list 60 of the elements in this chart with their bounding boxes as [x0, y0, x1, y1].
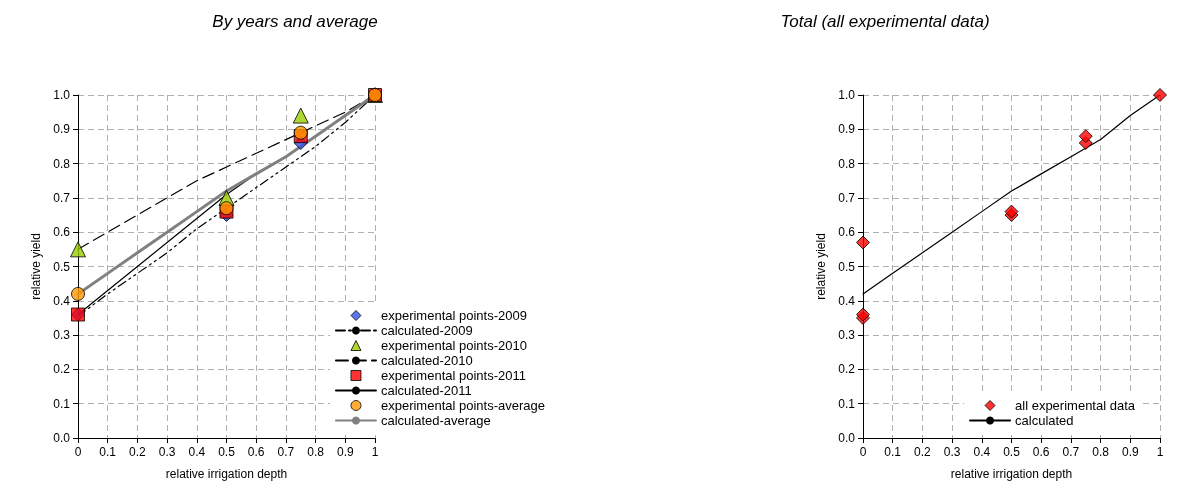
- y-tick-label: 0.5: [838, 259, 856, 274]
- x-tick-label: 0.7: [277, 445, 295, 459]
- y-axis-title: relative yield: [814, 233, 828, 300]
- legend-label: experimental points-2009: [380, 308, 527, 323]
- x-tick-label: 0.6: [1032, 445, 1050, 459]
- chart-title: By years and average: [212, 12, 378, 31]
- x-tick-label: 0.3: [943, 445, 961, 459]
- x-tick-label: 0.2: [129, 445, 147, 459]
- legend-label: calculated-average: [380, 413, 491, 428]
- y-tick-label: 0.3: [838, 328, 856, 343]
- legend-label: calculated-2010: [380, 353, 473, 368]
- y-tick-label: 0.7: [53, 190, 71, 205]
- y-tick-label: 0.1: [53, 396, 71, 411]
- legend-label: calculated-2011: [380, 383, 472, 398]
- y-tick-label: 0.6: [53, 225, 71, 240]
- x-tick-label: 1: [1156, 445, 1164, 459]
- y-tick-label: 0.0: [53, 431, 71, 445]
- legend-label: experimental points-2010: [380, 338, 527, 353]
- y-axis-title: relative yield: [29, 233, 43, 300]
- y-tick-label: 0.5: [53, 259, 71, 274]
- x-tick-label: 0.3: [158, 445, 176, 459]
- x-tick-label: 0.8: [307, 445, 325, 459]
- x-tick-label: 0.4: [973, 445, 991, 459]
- x-tick-label: 1: [371, 445, 379, 459]
- x-tick-label: 0: [74, 445, 82, 459]
- y-tick-label: 0.1: [838, 396, 856, 411]
- x-tick-label: 0.2: [914, 445, 932, 459]
- x-tick-label: 0.1: [884, 445, 902, 459]
- x-tick-label: 0: [859, 445, 867, 459]
- y-tick-label: 0.9: [53, 122, 71, 137]
- y-tick-label: 0.6: [838, 225, 856, 240]
- x-tick-label: 0.9: [336, 445, 354, 459]
- x-tick-label: 0.5: [1003, 445, 1021, 459]
- x-tick-label: 0.4: [188, 445, 206, 459]
- y-tick-label: 0.4: [53, 293, 71, 308]
- x-tick-label: 0.6: [247, 445, 265, 459]
- y-tick-label: 0.3: [53, 328, 71, 343]
- x-axis-title: relative irrigation depth: [950, 467, 1073, 481]
- y-tick-label: 0.0: [838, 431, 856, 445]
- x-tick-label: 0.1: [99, 445, 117, 459]
- y-tick-label: 0.2: [838, 362, 856, 377]
- legend-label: experimental points-average: [380, 398, 546, 413]
- y-tick-label: 0.7: [838, 190, 856, 205]
- legend-label: all experimental data: [1015, 398, 1136, 413]
- legend-label: experimental points-2011: [380, 368, 526, 383]
- y-tick-label: 0.8: [838, 156, 856, 171]
- x-tick-label: 0.8: [1092, 445, 1110, 459]
- y-tick-label: 0.8: [53, 156, 71, 171]
- y-tick-label: 0.4: [838, 293, 856, 308]
- x-tick-label: 0.9: [1121, 445, 1139, 459]
- legend-label: calculated-2009: [380, 323, 473, 338]
- x-tick-label: 0.5: [218, 445, 236, 459]
- x-axis-title: relative irrigation depth: [165, 467, 288, 481]
- legend-label: calculated: [1015, 413, 1074, 428]
- x-tick-label: 0.7: [1062, 445, 1080, 459]
- y-tick-label: 0.2: [53, 362, 71, 377]
- y-tick-label: 1.0: [838, 88, 856, 102]
- y-tick-label: 0.9: [838, 122, 856, 137]
- y-tick-label: 1.0: [53, 88, 71, 102]
- chart-title: Total (all experimental data): [780, 12, 990, 31]
